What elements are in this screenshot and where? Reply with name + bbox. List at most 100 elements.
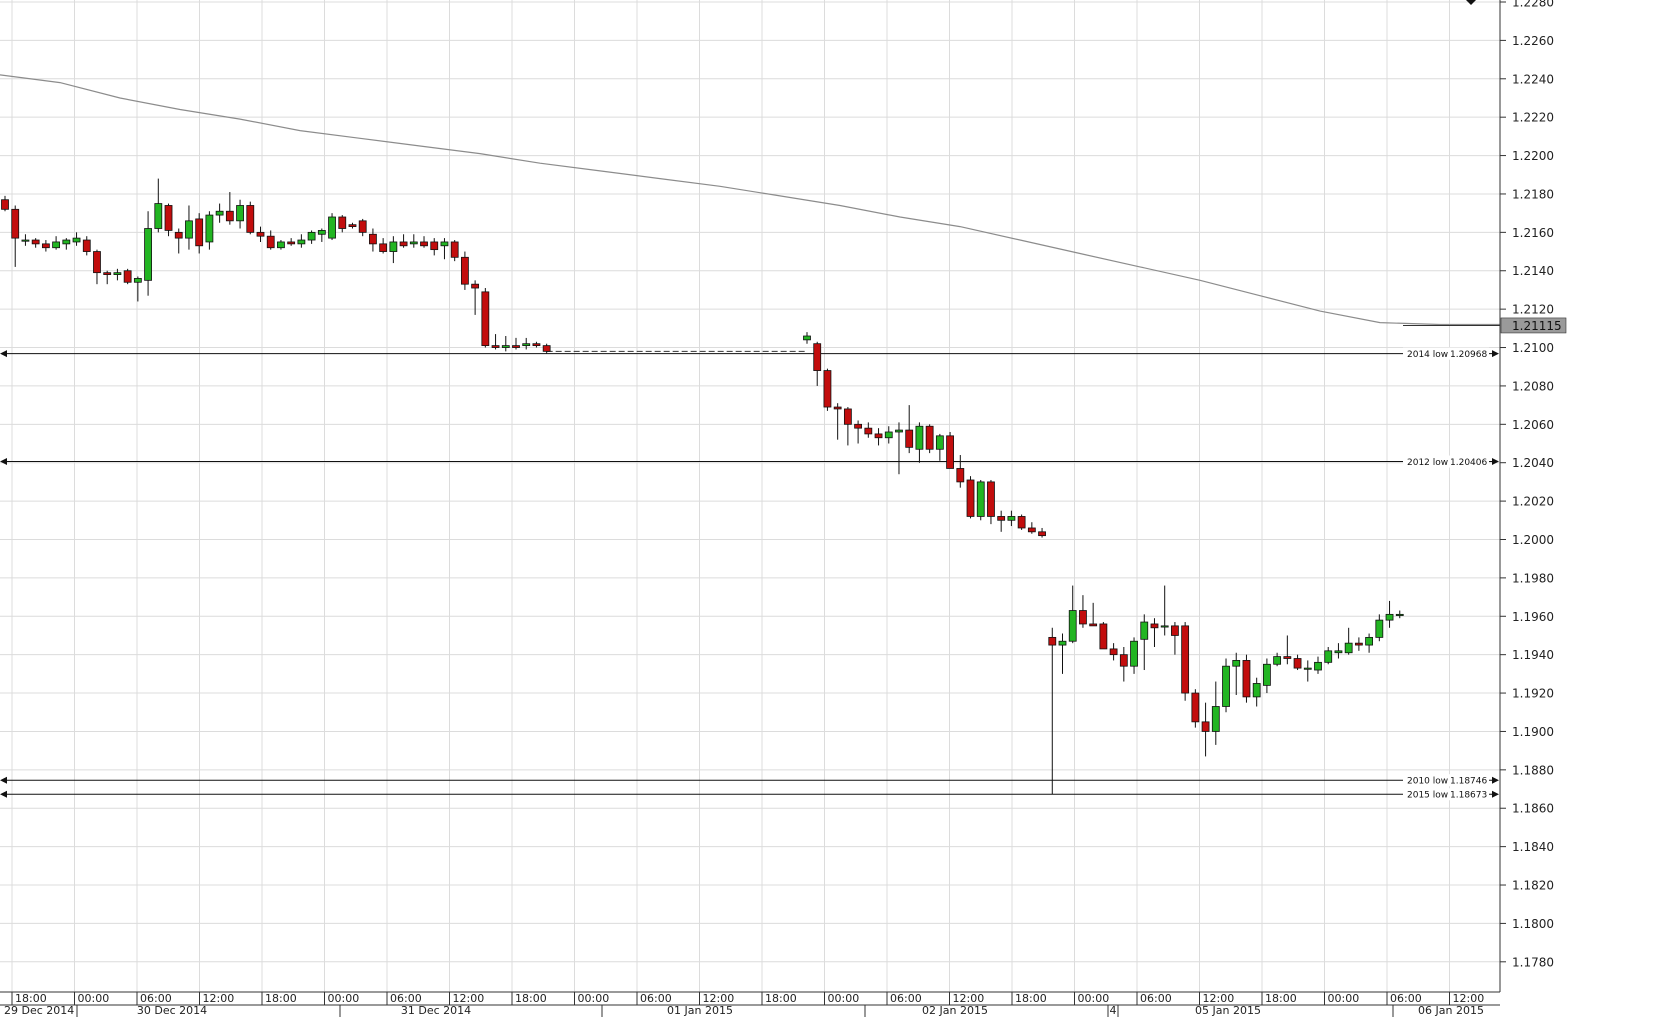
- candle: [1385, 600, 1394, 628]
- candle-body: [956, 468, 965, 483]
- y-tick-label: 1.2260: [1512, 34, 1554, 48]
- candle: [471, 280, 480, 315]
- candle: [399, 234, 408, 248]
- candle-body: [174, 231, 183, 239]
- x-tick-label: 18:00: [1015, 992, 1047, 1005]
- candle: [1119, 646, 1128, 682]
- candle: [1089, 602, 1098, 627]
- y-tick-label: 1.1880: [1512, 763, 1554, 777]
- candle-body: [195, 218, 204, 247]
- y-tick-label: 1.2020: [1512, 495, 1554, 509]
- date-label: 06 Jan 2015: [1418, 1004, 1484, 1017]
- date-label: 05 Jan 2015: [1195, 1004, 1261, 1017]
- level-name: 2010 low: [1407, 777, 1448, 787]
- candle-body: [430, 241, 439, 251]
- candle: [236, 199, 244, 229]
- candle-body: [935, 435, 944, 450]
- candle-body: [1375, 619, 1384, 638]
- candle-body: [854, 423, 862, 429]
- candle-body: [379, 243, 388, 252]
- candle: [1079, 595, 1087, 628]
- candle: [133, 276, 142, 302]
- current-price-tag: [1500, 317, 1567, 334]
- candle-body: [348, 224, 357, 227]
- candle: [246, 201, 255, 235]
- candle: [1048, 627, 1057, 795]
- candle-body: [1354, 642, 1363, 646]
- level-name: 2015 low: [1407, 791, 1448, 801]
- candle: [1324, 646, 1333, 665]
- candle: [123, 268, 132, 285]
- y-tick-label: 1.1960: [1512, 610, 1554, 624]
- candle-body: [52, 241, 60, 249]
- date-label: 02 Jan 2015: [922, 1004, 988, 1017]
- candle-body: [205, 214, 214, 243]
- candle-body: [1119, 654, 1128, 667]
- date-label: 01 Jan 2015: [667, 1004, 733, 1017]
- level-arrow-left-icon: [0, 458, 7, 466]
- x-tick-label: 18:00: [765, 992, 797, 1005]
- candle: [1140, 614, 1149, 671]
- candle-body: [1007, 516, 1016, 521]
- y-tick-label: 1.1920: [1512, 687, 1554, 701]
- candle: [1017, 514, 1026, 530]
- candle: [1232, 652, 1241, 695]
- candle-body: [997, 516, 1006, 521]
- candle: [864, 422, 873, 438]
- date-label: 30 Dec 2014: [137, 1004, 207, 1017]
- candle: [174, 228, 183, 254]
- x-tick-label: 12:00: [453, 992, 485, 1005]
- candle-body: [1017, 516, 1026, 529]
- candle: [430, 238, 439, 256]
- level-arrow-right-icon: [1492, 790, 1499, 798]
- candle: [854, 420, 862, 444]
- candle-body: [11, 208, 20, 239]
- candle-body: [389, 241, 398, 252]
- candle: [1007, 510, 1016, 527]
- y-tick-label: 1.2060: [1512, 418, 1554, 432]
- level-value: 1.18673: [1450, 791, 1487, 801]
- candle: [317, 228, 326, 242]
- y-tick-label: 1.2280: [1512, 0, 1554, 10]
- candle: [987, 479, 995, 525]
- x-tick-label: 12:00: [953, 992, 985, 1005]
- candle: [440, 238, 449, 260]
- candle-body: [358, 220, 367, 233]
- candle: [1263, 658, 1271, 694]
- candle-body: [1089, 623, 1098, 627]
- candle: [328, 213, 336, 241]
- y-tick-label: 1.1800: [1512, 917, 1554, 931]
- candle-body: [501, 345, 510, 348]
- candle: [956, 455, 965, 488]
- date-label: 29 Dec 2014: [4, 1004, 74, 1017]
- level-value: 1.20406: [1450, 458, 1487, 468]
- level-label-bg: [1403, 774, 1489, 787]
- level-arrow-left-icon: [0, 790, 7, 798]
- candle: [1314, 656, 1322, 674]
- candle: [52, 236, 60, 250]
- candle: [113, 268, 122, 281]
- candle: [1395, 610, 1404, 619]
- candle: [491, 334, 500, 350]
- candle: [905, 405, 914, 454]
- candle-body: [1252, 683, 1261, 698]
- candle-body: [895, 429, 903, 433]
- candle-body: [1099, 623, 1108, 650]
- y-tick-label: 1.1780: [1512, 955, 1554, 969]
- candle: [1160, 585, 1169, 636]
- level-arrow-left-icon: [0, 350, 7, 358]
- candle: [1130, 637, 1138, 674]
- candle: [925, 424, 934, 454]
- candle-body: [1171, 625, 1179, 636]
- candle: [512, 337, 520, 350]
- x-tick-label: 00:00: [578, 992, 610, 1005]
- candle-body: [1181, 625, 1190, 694]
- candle-body: [113, 272, 122, 275]
- candle: [338, 215, 347, 233]
- candle-body: [864, 427, 873, 435]
- scroll-marker-icon: [1466, 0, 1476, 5]
- candle: [1038, 527, 1046, 538]
- candle: [915, 422, 924, 463]
- candle: [1252, 677, 1261, 707]
